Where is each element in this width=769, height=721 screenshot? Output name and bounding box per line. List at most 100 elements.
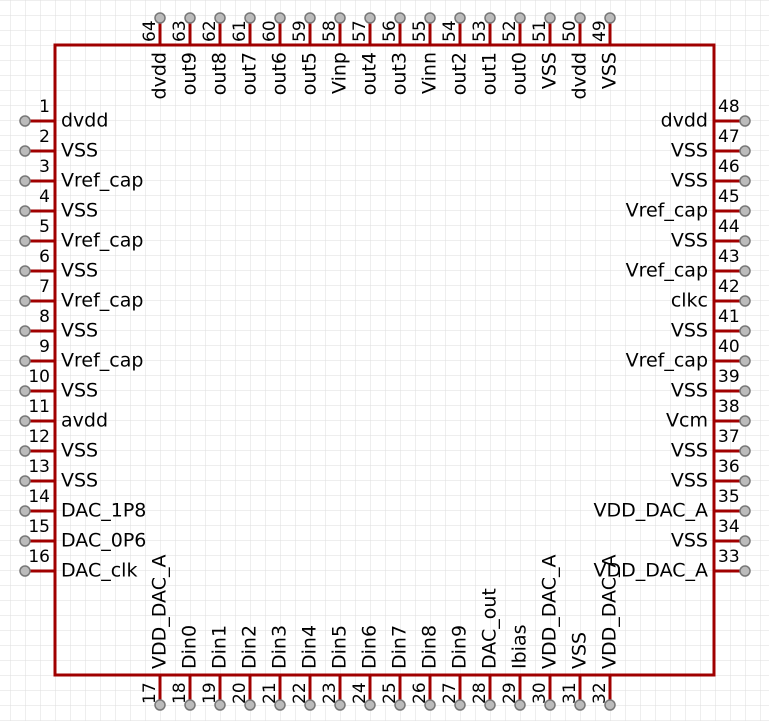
- pin-number: 22: [290, 682, 310, 704]
- pin-name: dvdd: [149, 52, 171, 99]
- pin-number: 12: [28, 427, 50, 447]
- pin-number: 62: [200, 20, 220, 42]
- pin-name: Din0: [179, 625, 201, 669]
- pin-end: [739, 415, 751, 427]
- pin-name: Din7: [389, 625, 411, 669]
- pin-number: 53: [470, 20, 490, 42]
- pin-name: VSS: [671, 320, 708, 342]
- pin-end: [544, 699, 556, 711]
- pin-end: [304, 12, 316, 24]
- pin-number: 40: [718, 337, 740, 357]
- pin-name: out1: [479, 52, 501, 95]
- pin-name: Din2: [239, 625, 261, 669]
- pin-number: 16: [28, 547, 50, 567]
- pin-number: 11: [28, 397, 50, 417]
- pin-number: 23: [320, 682, 340, 704]
- pin-number: 45: [718, 187, 740, 207]
- pin-name: VSS: [61, 200, 98, 222]
- pin-number: 4: [39, 187, 50, 207]
- pin-number: 54: [440, 20, 460, 42]
- pin-end: [19, 145, 31, 157]
- pin-number: 26: [410, 682, 430, 704]
- pin-end: [739, 385, 751, 397]
- pin-name: clkc: [671, 290, 708, 312]
- pin-end: [739, 325, 751, 337]
- pin-name: VSS: [671, 470, 708, 492]
- pin-name: VSS: [671, 380, 708, 402]
- pin-name: dvdd: [61, 110, 108, 132]
- pin-name: VSS: [599, 52, 621, 89]
- pin-end: [739, 265, 751, 277]
- pin-number: 41: [718, 307, 740, 327]
- pin-name: Din9: [449, 625, 471, 669]
- pin-name: Vinn: [419, 52, 441, 94]
- pin-end: [574, 12, 586, 24]
- pin-number: 3: [39, 157, 50, 177]
- pin-number: 29: [500, 682, 520, 704]
- pin-name: out4: [359, 52, 381, 95]
- pin-name: out0: [509, 52, 531, 95]
- pin-number: 34: [718, 517, 740, 537]
- pin-number: 44: [718, 217, 740, 237]
- pin-end: [544, 12, 556, 24]
- pin-end: [19, 475, 31, 487]
- pin-name: Vref_cap: [61, 290, 143, 312]
- pin-end: [214, 12, 226, 24]
- pin-name: Vref_cap: [626, 260, 708, 282]
- pin-end: [364, 699, 376, 711]
- pin-end: [394, 699, 406, 711]
- pin-number: 2: [39, 127, 50, 147]
- pin-name: Din6: [359, 625, 381, 669]
- pin-number: 18: [170, 682, 190, 704]
- pin-name: out8: [209, 52, 231, 95]
- pin-end: [739, 535, 751, 547]
- pin-name: Din8: [419, 625, 441, 669]
- pin-end: [214, 699, 226, 711]
- pin-end: [244, 12, 256, 24]
- pin-number: 15: [28, 517, 50, 537]
- pin-number: 64: [140, 20, 160, 42]
- pin-number: 27: [440, 682, 460, 704]
- pin-number: 19: [200, 682, 220, 704]
- pin-name: Vref_cap: [61, 350, 143, 372]
- pin-end: [739, 175, 751, 187]
- pin-name: Din1: [209, 625, 231, 669]
- pin-end: [514, 12, 526, 24]
- pin-name: VSS: [61, 260, 98, 282]
- pin-name: VSS: [569, 632, 591, 669]
- pin-end: [604, 12, 616, 24]
- pin-end: [274, 12, 286, 24]
- pin-number: 39: [718, 367, 740, 387]
- pin-number: 13: [28, 457, 50, 477]
- pin-end: [604, 699, 616, 711]
- pin-name: DAC_0P6: [61, 530, 146, 552]
- pin-name: out6: [269, 52, 291, 95]
- pin-end: [19, 115, 31, 127]
- pin-end: [364, 12, 376, 24]
- pin-number: 37: [718, 427, 740, 447]
- pin-name: Vref_cap: [61, 170, 143, 192]
- pin-number: 47: [718, 127, 740, 147]
- pin-end: [19, 325, 31, 337]
- pin-end: [424, 12, 436, 24]
- pin-name: Din3: [269, 625, 291, 669]
- pin-name: Din4: [299, 625, 321, 669]
- pin-end: [424, 699, 436, 711]
- pin-name: DAC_1P8: [61, 500, 146, 522]
- pin-number: 21: [260, 682, 280, 704]
- pin-number: 14: [28, 487, 50, 507]
- pin-number: 35: [718, 487, 740, 507]
- pin-end: [19, 385, 31, 397]
- pin-end: [454, 12, 466, 24]
- pin-number: 6: [39, 247, 50, 267]
- pin-number: 57: [350, 20, 370, 42]
- pin-name: VDD_DAC_A: [594, 500, 708, 522]
- pin-end: [334, 699, 346, 711]
- pin-name: Vref_cap: [61, 230, 143, 252]
- pin-number: 1: [39, 97, 50, 117]
- pin-name: VSS: [671, 140, 708, 162]
- pin-end: [19, 355, 31, 367]
- pin-number: 38: [718, 397, 740, 417]
- pin-number: 24: [350, 682, 370, 704]
